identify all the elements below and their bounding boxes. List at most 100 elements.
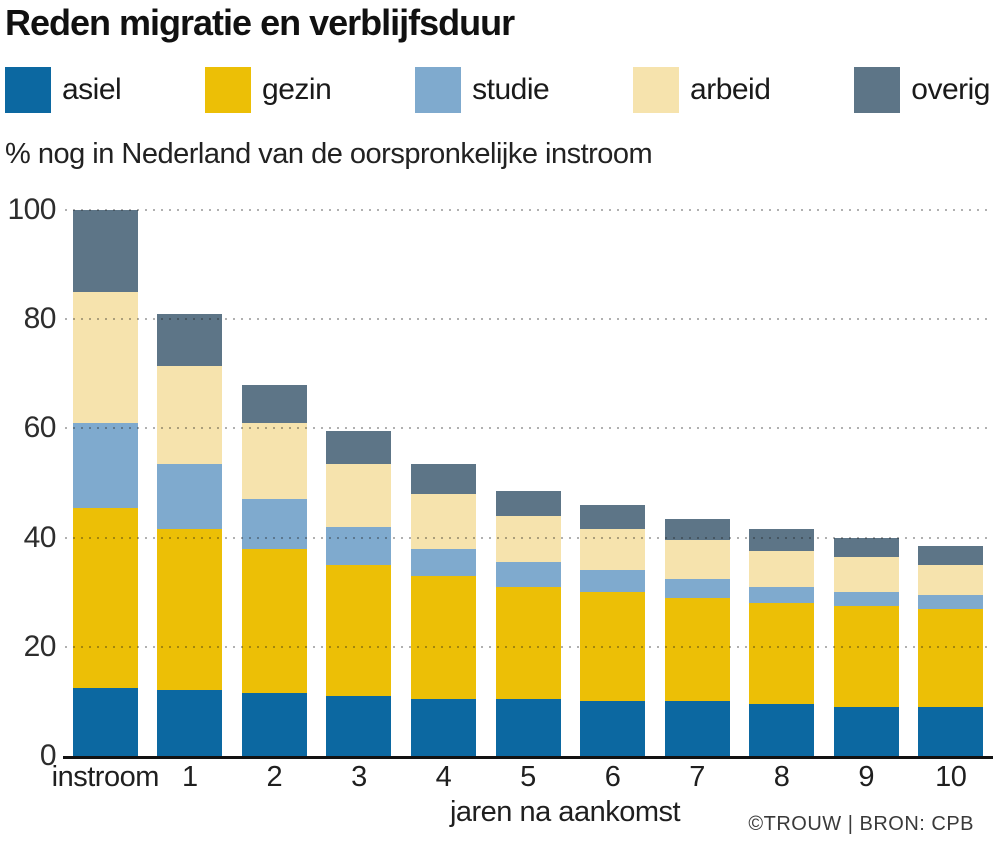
legend-label-studie: studie [472,73,550,106]
x-tick-3: 3 [351,761,367,793]
bar-segment-asiel-2 [241,693,307,756]
gridline-20 [65,645,993,648]
bar-segment-arbeid-instroom [72,291,138,423]
bar-segment-studie-1 [157,463,223,530]
legend-item-studie: studie [415,67,550,113]
legend-swatch-asiel [5,67,51,113]
y-tick-40: 40 [23,520,57,554]
bar-segment-studie-7 [664,578,730,598]
bar-1 [157,313,223,756]
bar-segment-gezin-4 [410,575,476,699]
plot-area [63,209,993,759]
legend-swatch-gezin [205,67,252,113]
bar-segment-arbeid-6 [580,529,646,571]
bar-segment-gezin-1 [157,529,223,691]
bar-segment-asiel-7 [664,701,730,756]
x-axis-title: jaren na aankomst [449,796,681,828]
legend-swatch-arbeid [633,67,680,113]
bar-segment-asiel-instroom [72,687,138,756]
x-tick-7: 7 [689,761,705,793]
legend: asiel gezin studie arbeid overig [5,66,990,114]
bar-segment-overig-8 [749,529,815,552]
bar-segment-arbeid-3 [326,463,392,527]
bar-segment-studie-5 [495,562,561,587]
bar-segment-gezin-7 [664,597,730,702]
bar-segment-overig-2 [241,384,307,423]
bar-segment-overig-7 [664,518,730,541]
bar-9 [833,537,899,756]
bar-segment-gezin-instroom [72,507,138,688]
bar-2 [241,384,307,756]
x-tick-5: 5 [520,761,536,793]
bar-segment-overig-3 [326,431,392,464]
bar-segment-arbeid-8 [749,551,815,587]
chart-title: Reden migratie en verblijfsduur [5,2,515,43]
legend-item-asiel: asiel [5,67,122,113]
gridline-40 [65,536,993,539]
bar-segment-studie-2 [241,499,307,549]
source-credit: ©TROUW | BRON: CPB [748,813,974,835]
bar-segment-studie-9 [833,592,899,606]
bar-segment-gezin-9 [833,605,899,707]
bar-segment-overig-instroom [72,210,138,292]
legend-swatch-studie [415,67,462,113]
legend-item-overig: overig [854,67,990,113]
bar-10 [918,545,984,756]
bar-segment-asiel-5 [495,698,561,756]
y-tick-60: 60 [23,411,57,445]
bar-segment-arbeid-2 [241,422,307,500]
legend-label-gezin: gezin [262,73,332,106]
bar-segment-asiel-9 [833,706,899,756]
bar-segment-gezin-5 [495,586,561,699]
x-tick-1: 1 [181,761,198,793]
bar-3 [326,431,392,756]
bar-segment-studie-6 [580,570,646,593]
bar-segment-overig-4 [410,463,476,494]
bar-segment-arbeid-1 [157,365,223,464]
bar-5 [495,491,561,756]
bar-segment-arbeid-7 [664,540,730,579]
bar-segment-arbeid-4 [410,493,476,549]
bar-segment-gezin-6 [580,592,646,702]
bar-segment-overig-9 [833,537,899,557]
legend-label-asiel: asiel [62,73,122,106]
bar-segment-studie-3 [326,526,392,565]
bar-segment-overig-10 [918,545,984,565]
bar-segment-asiel-6 [580,701,646,756]
gridline-100 [65,209,993,211]
bar-segment-asiel-4 [410,698,476,756]
bar-8 [749,529,815,756]
x-tick-6: 6 [604,761,621,793]
bar-segment-asiel-10 [918,706,984,756]
y-tick-100: 100 [7,193,56,226]
y-tick-20: 20 [23,629,57,663]
bar-segment-gezin-8 [749,603,815,705]
bar-segment-asiel-8 [749,704,815,756]
legend-item-arbeid: arbeid [633,67,771,113]
bar-segment-studie-4 [410,548,476,576]
bar-segment-studie-10 [918,594,984,609]
bar-segment-arbeid-5 [495,515,561,563]
bar-6 [580,504,646,756]
legend-label-overig: overig [911,73,990,106]
bar-segment-arbeid-10 [918,564,984,595]
x-tick-4: 4 [435,761,452,793]
bar-segment-overig-5 [495,491,561,516]
bar-segment-overig-6 [580,504,646,530]
x-tick-9: 9 [858,761,874,793]
x-tick-10: 10 [935,761,967,793]
bar-7 [664,518,730,756]
legend-label-arbeid: arbeid [690,73,771,106]
gridline-80 [65,318,993,321]
bar-instroom [72,210,138,756]
x-tick-instroom: instroom [51,761,160,793]
bar-segment-gezin-3 [326,564,392,696]
bar-segment-overig-1 [157,313,223,366]
bar-segment-asiel-3 [326,695,392,756]
gridline-60 [65,427,993,430]
bar-segment-asiel-1 [157,690,223,756]
bar-segment-gezin-2 [241,548,307,694]
bar-segment-studie-instroom [72,422,138,508]
chart-subtitle: % nog in Nederland van de oorspronkelijk… [5,138,653,170]
